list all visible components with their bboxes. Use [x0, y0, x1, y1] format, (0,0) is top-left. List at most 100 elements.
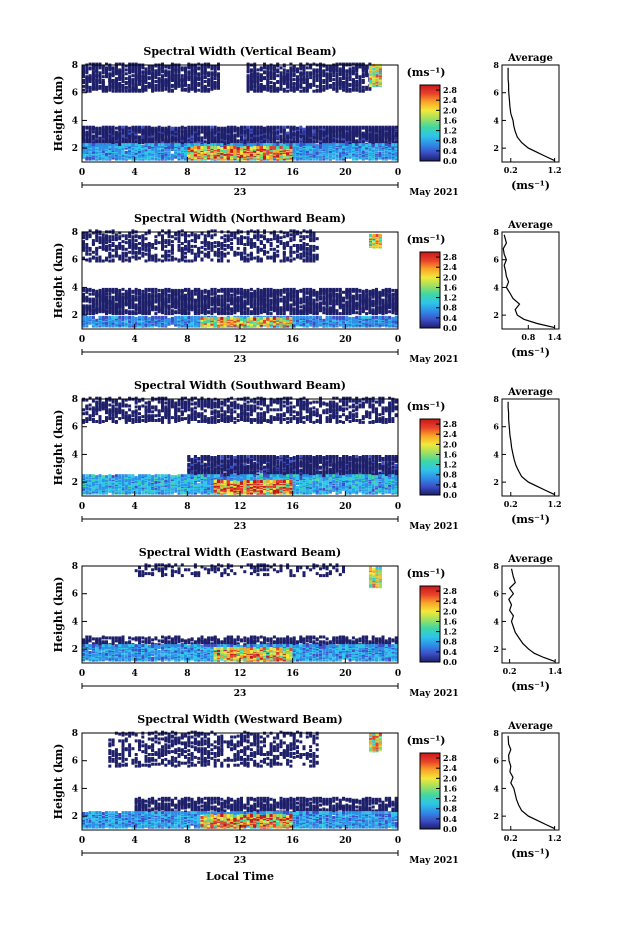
- heatmap-cell: [91, 85, 95, 89]
- heatmap-cell: [197, 146, 201, 149]
- heatmap-cell: [138, 235, 141, 239]
- heatmap-cell: [85, 80, 89, 83]
- heatmap-cell: [299, 77, 303, 81]
- heatmap-cell: [342, 145, 345, 148]
- heatmap-cell: [128, 75, 132, 79]
- heatmap-cell: [217, 254, 220, 258]
- heatmap-cell: [200, 250, 204, 254]
- heatmap-cell: [91, 70, 95, 74]
- heatmap-cell: [299, 71, 303, 75]
- heatmap-cell: [193, 125, 197, 129]
- heatmap-cell: [210, 127, 214, 131]
- heatmap-cell: [170, 135, 174, 139]
- heatmap-cell: [170, 88, 174, 92]
- heatmap-cell: [95, 129, 99, 133]
- heatmap-cell: [256, 153, 260, 157]
- heatmap-cell: [269, 146, 273, 149]
- heatmap-cell: [299, 143, 303, 147]
- heatmap-cell: [108, 238, 112, 242]
- heatmap-cell: [342, 76, 345, 80]
- heatmap-cell: [157, 88, 161, 92]
- heatmap-cell: [312, 129, 316, 133]
- heatmap-cell: [236, 246, 240, 250]
- heatmap-cell: [190, 127, 194, 131]
- heatmap-cell: [101, 246, 105, 250]
- heatmap-cell: [170, 255, 174, 259]
- heatmap-cell: [98, 84, 102, 88]
- heatmap-cell: [108, 143, 112, 147]
- heatmap-cell: [302, 75, 306, 79]
- heatmap-cell: [217, 133, 220, 137]
- heatmap-cell: [266, 132, 270, 136]
- heatmap-cell: [342, 139, 345, 143]
- heatmap-cell: [243, 144, 247, 147]
- heatmap-cell: [246, 66, 250, 70]
- heatmap-cell: [101, 233, 105, 237]
- heatmap-cell: [170, 129, 174, 133]
- heatmap-cell: [263, 86, 266, 90]
- heatmap-cell: [114, 236, 118, 240]
- heatmap-cell: [348, 89, 352, 93]
- heatmap-cell: [358, 140, 362, 144]
- heatmap-cell: [230, 232, 234, 236]
- heatmap-cell: [236, 133, 240, 137]
- heatmap-cell: [351, 128, 355, 132]
- heatmap-cell: [223, 140, 227, 144]
- heatmap-cell: [164, 251, 168, 255]
- heatmap-cell: [203, 130, 207, 134]
- heatmap-cell: [141, 238, 145, 242]
- heatmap-cell: [358, 86, 362, 90]
- heatmap-cell: [105, 256, 108, 260]
- heatmap-cell: [177, 84, 181, 88]
- heatmap-cell: [180, 257, 184, 261]
- heatmap-cell: [91, 255, 95, 259]
- heatmap-cell: [355, 152, 359, 156]
- heatmap-cell: [128, 140, 132, 144]
- heatmap-cell: [361, 131, 365, 135]
- heatmap-cell: [348, 148, 352, 152]
- heatmap-cell: [177, 70, 181, 74]
- heatmap-cell: [361, 85, 365, 89]
- heatmap-cell: [351, 69, 355, 73]
- heatmap-cell: [190, 259, 194, 263]
- heatmap-cell: [348, 151, 352, 155]
- heatmap-cell: [95, 156, 99, 160]
- heatmap-cell: [263, 138, 266, 142]
- heatmap-cell: [213, 233, 217, 237]
- heatmap-cell: [121, 234, 125, 238]
- heatmap-cell: [95, 135, 99, 139]
- heatmap-cell: [167, 146, 171, 149]
- heatmap-cell: [170, 247, 174, 251]
- heatmap-cell: [276, 80, 280, 83]
- heatmap-cell: [91, 147, 95, 151]
- heatmap-cell: [151, 84, 155, 88]
- heatmap-cell: [217, 64, 220, 68]
- heatmap-cell: [95, 146, 99, 149]
- heatmap-cell: [167, 253, 171, 257]
- heatmap-cell: [105, 88, 108, 92]
- heatmap-cell: [111, 85, 115, 89]
- heatmap-cell: [190, 138, 194, 142]
- heatmap-cell: [243, 153, 247, 157]
- heatmap-cell: [207, 78, 211, 82]
- heatmap-cell: [286, 131, 290, 135]
- heatmap-cell: [276, 74, 280, 78]
- heatmap-cell: [164, 241, 168, 245]
- heatmap-cell: [272, 82, 276, 85]
- heatmap-cell: [91, 79, 95, 82]
- heatmap-cell: [131, 250, 135, 254]
- heatmap-cell: [312, 89, 316, 93]
- heatmap-cell: [335, 149, 339, 153]
- heatmap-cell: [187, 243, 191, 246]
- heatmap-cell: [315, 76, 319, 80]
- heatmap-cell: [138, 77, 141, 81]
- heatmap-cell: [177, 233, 181, 237]
- heatmap-cell: [365, 144, 369, 147]
- heatmap-cell: [226, 127, 230, 131]
- heatmap-cell: [289, 77, 293, 81]
- heatmap-cell: [91, 137, 95, 141]
- heatmap-cell: [174, 70, 178, 74]
- heatmap-cell: [111, 79, 115, 82]
- heatmap-cell: [147, 125, 151, 129]
- heatmap-cell: [161, 88, 164, 92]
